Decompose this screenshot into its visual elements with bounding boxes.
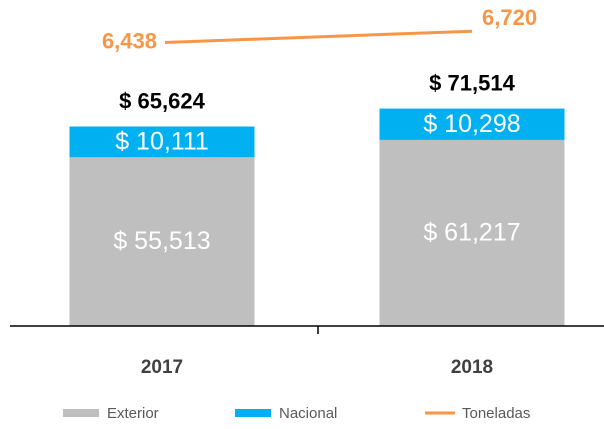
bar-segment (379, 139, 565, 326)
line-value-label: 6,438 (102, 28, 157, 53)
bar-value-label: $ 10,111 (115, 127, 209, 155)
legend-swatch (63, 409, 99, 417)
bar-segment (69, 157, 255, 326)
total-label: $ 65,624 (119, 88, 205, 113)
bar-value-label: $ 55,513 (113, 227, 210, 255)
bar-segment (379, 108, 565, 140)
bar-value-label: $ 61,217 (423, 219, 520, 247)
legend-swatch (235, 409, 271, 417)
legend-label: Nacional (279, 405, 337, 422)
x-tick-label: 2018 (451, 357, 493, 378)
line-series (164, 29, 473, 44)
x-tick-label: 2017 (141, 357, 183, 378)
bar-segment (69, 126, 255, 158)
legend-label: Toneladas (462, 405, 530, 422)
bar-value-label: $ 10,298 (423, 110, 520, 138)
total-label: $ 71,514 (429, 70, 515, 95)
line-value-label: 6,720 (482, 5, 537, 30)
legend-label: Exterior (107, 405, 159, 422)
